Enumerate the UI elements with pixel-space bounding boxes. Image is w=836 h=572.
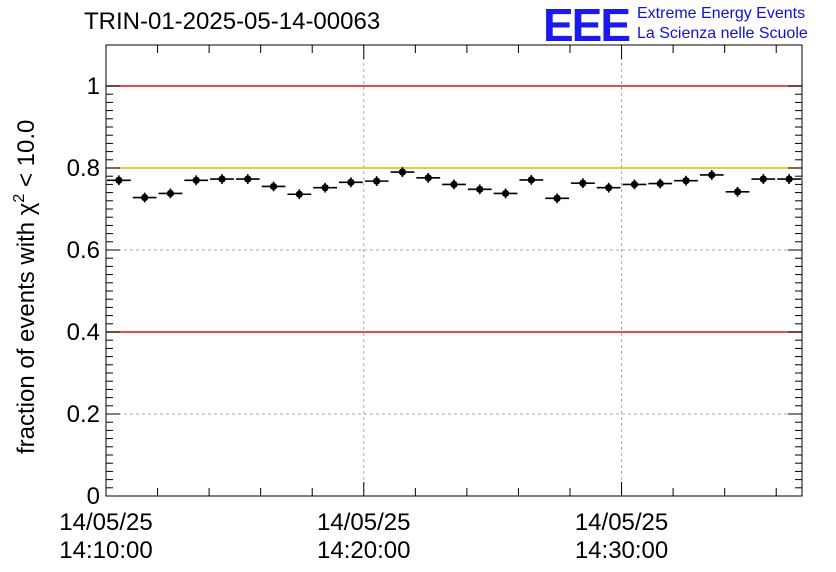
axes	[105, 44, 803, 497]
data-marker	[501, 189, 510, 198]
data-point	[519, 174, 544, 185]
data-marker	[244, 175, 252, 183]
data-point	[777, 174, 801, 184]
reference-lines	[106, 85, 802, 333]
data-point	[390, 167, 415, 178]
plot-frame	[105, 44, 803, 497]
data-point	[725, 186, 750, 197]
gridlines	[105, 45, 802, 497]
data-point	[648, 178, 673, 189]
data-marker	[579, 179, 587, 187]
data-point	[622, 179, 647, 190]
logo-line-1: Extreme Energy Events	[637, 5, 806, 22]
data-point	[287, 189, 312, 200]
data-point	[235, 174, 260, 184]
data-marker	[424, 174, 432, 182]
data-point	[751, 174, 776, 184]
data-marker	[708, 171, 716, 179]
data-marker	[347, 178, 355, 186]
data-marker	[450, 180, 458, 188]
data-marker	[295, 190, 303, 198]
x-tick-time: 14:30:00	[574, 537, 669, 564]
data-marker	[192, 176, 200, 184]
data-point	[416, 172, 441, 183]
data-point	[493, 188, 518, 199]
eee-logo-text: Extreme Energy Events La Scienza nelle S…	[637, 4, 808, 44]
data-point	[596, 182, 621, 193]
y-tick-label: 0.2	[67, 401, 100, 428]
data-point	[571, 178, 595, 189]
x-tick-label: 14/05/25 14:20:00	[294, 509, 434, 565]
data-marker	[166, 189, 175, 198]
y-axis-label-main: fraction of events with	[13, 215, 40, 454]
y-tick-label: 1	[87, 73, 100, 100]
eee-logo: EEE	[543, 0, 631, 51]
x-tick-label: 14/05/25 14:30:00	[552, 509, 692, 565]
data-marker	[605, 184, 613, 192]
data-point	[184, 175, 209, 186]
x-tick-date: 14/05/25	[574, 509, 669, 536]
x-tick-date: 14/05/25	[59, 509, 153, 536]
data-marker	[630, 180, 639, 188]
data-point	[364, 176, 389, 187]
data-point	[107, 175, 131, 186]
data-point	[313, 182, 337, 193]
data-point	[210, 174, 234, 184]
x-tick-time: 14:10:00	[59, 537, 153, 564]
logo-line-2: La Scienza nelle Scuole	[637, 25, 808, 42]
data-marker	[141, 193, 149, 202]
data-point	[674, 175, 698, 186]
y-tick-label: 0.8	[67, 155, 100, 182]
data-point	[339, 177, 363, 188]
x-tick-label: 14/05/25 14:10:00	[36, 509, 176, 565]
y-tick-label: 0.4	[67, 319, 100, 346]
data-marker	[398, 168, 407, 176]
data-marker	[269, 182, 278, 191]
y-axis-label-exponent: 2	[11, 194, 28, 203]
data-marker	[373, 177, 381, 185]
data-point	[158, 188, 183, 199]
data-point	[132, 192, 157, 203]
data-point	[699, 170, 724, 180]
x-tick-time: 14:20:00	[317, 537, 411, 564]
y-axis-label: fraction of events with χ2 < 10.0	[11, 120, 40, 454]
data-marker	[759, 175, 767, 183]
data-marker	[682, 177, 690, 185]
data-marker	[733, 188, 742, 196]
data-marker	[656, 179, 664, 188]
chart-title: TRIN-01-2025-05-14-00063	[84, 8, 381, 35]
x-tick-date: 14/05/25	[317, 509, 411, 536]
data-point	[545, 193, 569, 204]
data-marker	[553, 194, 561, 202]
y-tick-label: 0	[87, 483, 100, 510]
data-marker	[476, 185, 484, 193]
data-marker	[321, 184, 329, 192]
data-point	[442, 179, 466, 190]
data-point	[467, 184, 492, 195]
data-point	[261, 181, 286, 192]
data-marker	[527, 176, 535, 184]
data-series	[107, 167, 801, 204]
data-marker	[785, 175, 793, 183]
y-tick-labels: 0 0.2 0.4 0.6 0.8 1	[67, 73, 100, 510]
data-marker	[218, 175, 226, 183]
y-axis-label-chi: χ	[13, 202, 40, 215]
y-tick-label: 0.6	[67, 237, 100, 264]
y-axis-label-tail: < 10.0	[13, 120, 40, 194]
data-marker	[115, 176, 123, 184]
